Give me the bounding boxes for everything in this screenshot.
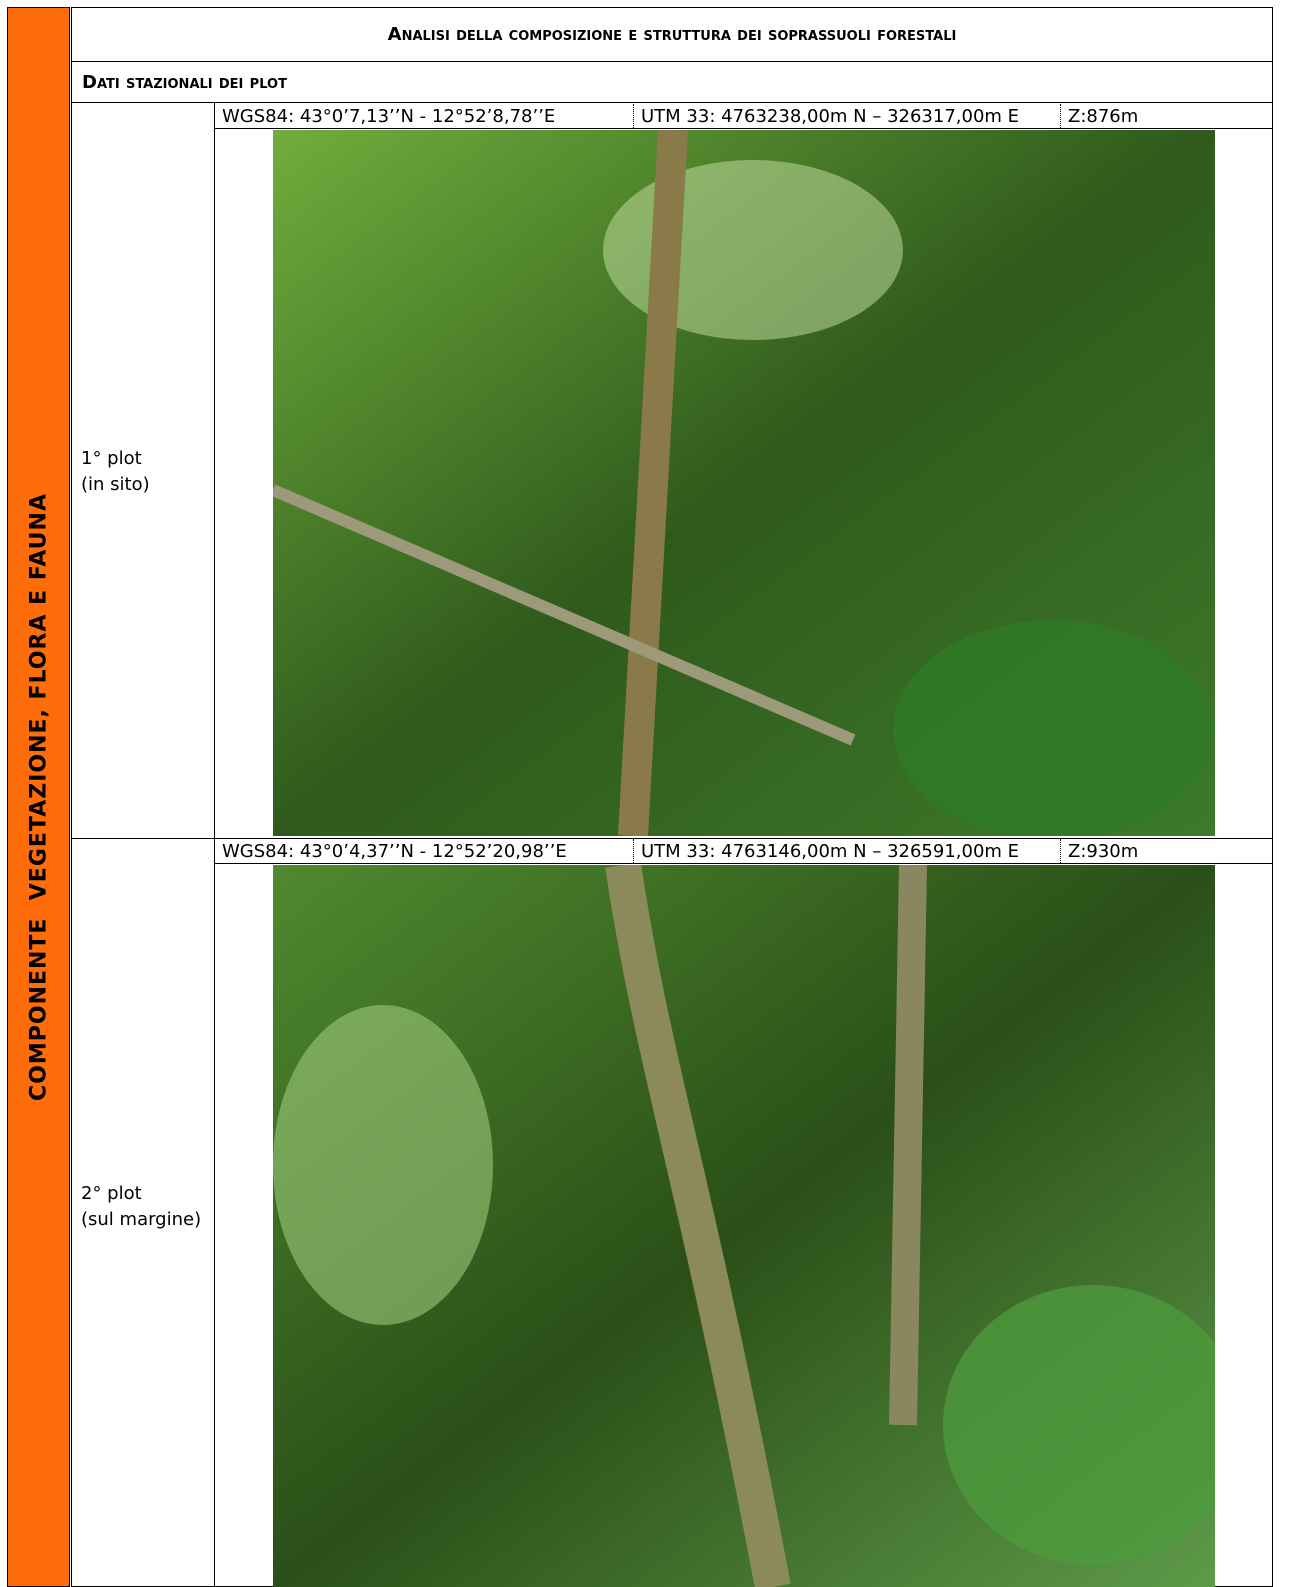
elevation: Z:930m [1068,841,1138,862]
cell-rule [1060,839,1061,863]
utm: UTM 33: 4763146,00m N – 326591,00m E [641,841,1019,862]
utm: UTM 33: 4763238,00m N – 326317,00m E [641,106,1019,127]
cell-rule [633,839,634,863]
page: COMPONENTE VEGETAZIONE, FLORA E FAUNA An… [0,0,1299,1587]
sidebar: COMPONENTE VEGETAZIONE, FLORA E FAUNA [7,7,70,1587]
plot-note: (in sito) [81,474,150,495]
subtitle-row: Dati stazionali dei plot [71,61,1273,103]
row-rule [214,128,1273,129]
plot-label: 1° plot [81,448,142,469]
title: Analisi della composizione e struttura d… [388,24,957,45]
cell-rule [1060,104,1061,128]
subtitle: Dati stazionali dei plot [82,72,287,93]
plot-label: 2° plot [81,1183,142,1204]
column-rule [214,102,215,1587]
row-rule [71,838,1273,839]
sidebar-label: COMPONENTE VEGETAZIONE, FLORA E FAUNA [26,493,51,1101]
photo [273,865,1215,1587]
plot-note: (sul margine) [81,1209,201,1230]
photo [273,130,1215,836]
title-row: Analisi della composizione e struttura d… [71,7,1273,62]
wgs84: WGS84: 43°0’7,13’’N - 12°52’8,78’’E [222,106,555,127]
row-rule [214,863,1273,864]
elevation: Z:876m [1068,106,1138,127]
wgs84: WGS84: 43°0’4,37’’N - 12°52’20,98’’E [222,841,567,862]
cell-rule [633,104,634,128]
